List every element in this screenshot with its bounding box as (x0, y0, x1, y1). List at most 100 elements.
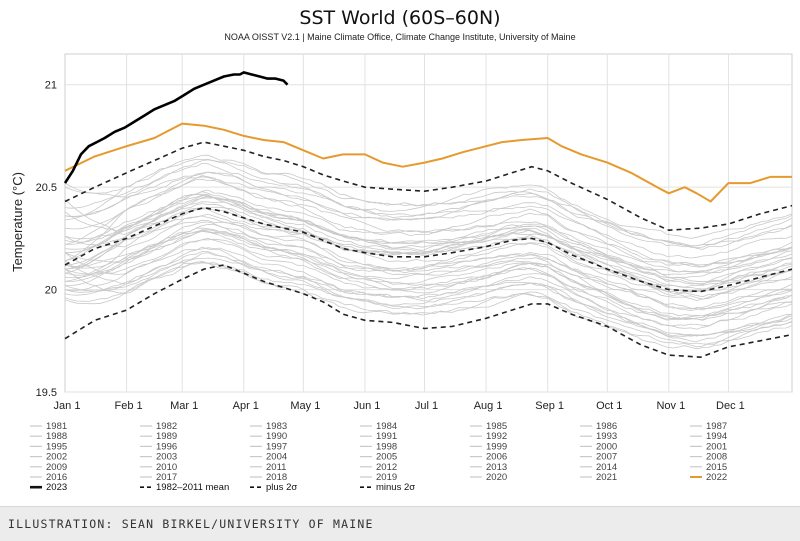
year-line-2001 (64, 208, 793, 298)
legend-label: 1989 (156, 431, 177, 442)
year-line-2018 (64, 178, 793, 268)
legend-label: 2001 (706, 441, 727, 452)
legend-label: 2011 (266, 462, 286, 473)
plot-area (64, 53, 793, 393)
gridlines (65, 54, 792, 393)
y-tick: 19.5 (36, 387, 57, 399)
x-tick: Jun 1 (353, 400, 380, 412)
legend-label: 2002 (46, 452, 67, 463)
y-tick-labels: 19.5 20 20.5 21 (36, 80, 57, 399)
x-tick: Feb 1 (115, 400, 143, 412)
legend-label: 2000 (596, 441, 617, 452)
legend-label: 1981 (46, 421, 67, 432)
legend-label: 1990 (266, 431, 287, 442)
chart-subtitle: NOAA OISST V2.1 | Maine Climate Office, … (224, 32, 575, 42)
year-line-2021 (64, 171, 793, 248)
legend-label: 2023 (46, 482, 67, 493)
year-line-2003 (64, 194, 793, 283)
year-line-2009 (64, 175, 793, 268)
year-line-2020 (64, 154, 793, 247)
year-line-1987 (64, 221, 793, 311)
highlight-series (63, 71, 793, 359)
legend-label: 2013 (486, 462, 507, 473)
year-line-2013 (64, 191, 793, 273)
legend-label: 1992 (486, 431, 507, 442)
year-line-1989 (64, 246, 793, 338)
y-tick: 21 (45, 80, 57, 92)
year-line-1992 (64, 252, 793, 337)
x-tick: Sep 1 (535, 400, 564, 412)
legend-label: 1988 (46, 431, 67, 442)
caption-bar: ILLUSTRATION: SEAN BIRKEL/UNIVERSITY OF … (0, 506, 800, 541)
legend-label: 2005 (376, 452, 397, 463)
legend-label: 2021 (596, 472, 617, 483)
legend-label: 2003 (156, 452, 177, 463)
legend-label: 2008 (706, 452, 727, 463)
legend-label: 2004 (266, 452, 287, 463)
legend-label: 2007 (596, 452, 617, 463)
series-minus-2sigma (64, 264, 793, 359)
year-line-2010 (64, 201, 793, 290)
legend-label: 1993 (596, 431, 617, 442)
legend-label: 1996 (156, 441, 177, 452)
legend-label: 2020 (486, 472, 507, 483)
legend-label: 1985 (486, 421, 507, 432)
year-line-2008 (64, 215, 793, 300)
x-tick: Jul 1 (415, 400, 438, 412)
year-line-1996 (64, 229, 793, 317)
legend-label: 2015 (706, 462, 727, 473)
year-line-2016 (64, 159, 793, 250)
y-tick: 20 (45, 285, 57, 297)
y-axis-label: Temperature (°C) (10, 172, 25, 272)
year-line-2005 (64, 193, 793, 280)
x-tick: Dec 1 (716, 400, 745, 412)
legend-label: 2017 (156, 472, 177, 483)
x-tick: Apr 1 (233, 400, 259, 412)
year-line-2011 (64, 206, 793, 293)
legend-label: 2018 (266, 472, 287, 483)
legend-label: 1998 (376, 441, 397, 452)
background-years (64, 154, 793, 350)
year-line-1993 (64, 237, 793, 330)
series-2023 (63, 71, 289, 184)
legend-label: 2009 (46, 462, 67, 473)
legend-label: 2022 (706, 472, 727, 483)
image-credit: ILLUSTRATION: SEAN BIRKEL/UNIVERSITY OF … (8, 517, 374, 531)
x-tick: Aug 1 (474, 400, 503, 412)
legend-label: 2014 (596, 462, 617, 473)
x-tick: Nov 1 (656, 400, 685, 412)
legend-label: 1982–2011 mean (156, 482, 229, 493)
legend-label: 1984 (376, 421, 397, 432)
legend-label: 1986 (596, 421, 617, 432)
legend-label: 2012 (376, 462, 397, 473)
x-tick: Mar 1 (170, 400, 198, 412)
x-tick: Jan 1 (54, 400, 81, 412)
year-line-2012 (64, 189, 793, 273)
legend-label: 1995 (46, 441, 67, 452)
legend-label: 1991 (376, 431, 397, 442)
legend: 1981 1982 1983 1984 1985 1986 1987 1988 1989 1990… (30, 421, 727, 493)
legend-label: 1999 (486, 441, 507, 452)
plot-frame (64, 53, 793, 393)
year-line-2017 (64, 171, 793, 266)
year-line-1990 (64, 230, 793, 320)
legend-label: 2019 (376, 472, 397, 483)
legend-label: 1997 (266, 441, 287, 452)
year-line-1982 (64, 257, 793, 337)
legend-label: 2016 (46, 472, 67, 483)
y-tick: 20.5 (36, 182, 57, 194)
legend-label: 2010 (156, 462, 177, 473)
year-line-1986 (64, 250, 793, 343)
legend-label: 1994 (706, 431, 727, 442)
year-line-1999 (64, 229, 793, 312)
legend-label: plus 2σ (266, 482, 297, 493)
legend-label: 1987 (706, 421, 727, 432)
series-plus-2sigma (64, 141, 793, 231)
legend-label: 1983 (266, 421, 287, 432)
year-line-1984 (64, 260, 793, 348)
x-tick: Oct 1 (596, 400, 622, 412)
x-tick-labels: Jan 1 Feb 1 Mar 1 Apr 1 May 1 Jun 1 Jul 1 Aug 1… (54, 400, 745, 412)
series-2022 (64, 122, 792, 203)
legend-label: minus 2σ (376, 482, 415, 493)
year-line-1995 (64, 227, 792, 321)
